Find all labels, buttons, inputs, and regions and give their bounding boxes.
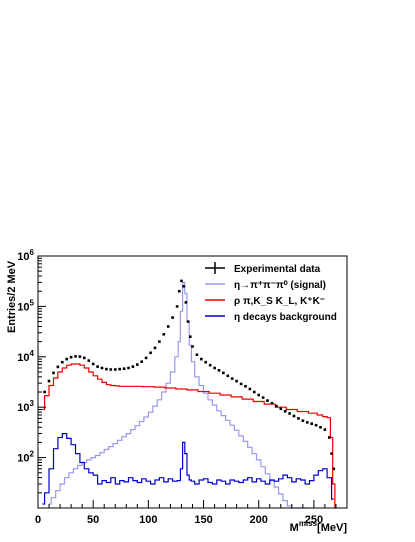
data-point — [328, 436, 331, 439]
legend: Experimental data η→π⁺π⁻π⁰ (signal) ρ π,… — [205, 262, 337, 323]
data-point — [52, 371, 55, 375]
x-tick-label: 250 — [305, 514, 323, 526]
data-point — [222, 371, 225, 375]
data-point — [65, 357, 68, 361]
series-layer — [42, 279, 336, 509]
data-point — [105, 367, 108, 371]
x-tick-label: 200 — [250, 514, 268, 526]
data-point — [96, 365, 99, 368]
data-point — [178, 289, 181, 293]
data-point — [166, 325, 170, 328]
data-point — [275, 404, 278, 408]
series-line-3 — [42, 433, 334, 505]
data-point — [69, 355, 73, 359]
x-axis-label-sup: miss — [299, 519, 318, 528]
data-point — [153, 346, 157, 350]
data-point — [253, 390, 256, 394]
axes-layer: 0 50 100 150 200 250 102 103 104 105 106 — [17, 248, 348, 526]
legend-label-signal: η→π⁺π⁻π⁰ (signal) — [234, 280, 326, 291]
data-point — [301, 419, 305, 422]
data-point — [235, 379, 238, 383]
data-point — [100, 366, 104, 370]
data-point — [118, 367, 121, 371]
data-point — [195, 353, 199, 356]
data-point — [127, 366, 130, 370]
data-point — [248, 387, 252, 391]
data-point — [158, 340, 161, 343]
data-point — [314, 423, 318, 427]
data-point — [297, 417, 300, 420]
data-point — [230, 377, 234, 380]
data-point — [270, 401, 274, 405]
data-point — [149, 351, 152, 355]
data-point — [288, 412, 291, 415]
data-point — [261, 396, 265, 399]
data-point — [204, 360, 207, 364]
y-tick-label: 106 — [17, 248, 34, 263]
data-point — [244, 385, 247, 388]
data-point — [279, 407, 283, 411]
data-point — [109, 368, 113, 371]
data-point — [43, 390, 46, 394]
data-point — [144, 356, 148, 360]
y-tick-label: 102 — [17, 450, 34, 465]
legend-label-eta-background: η decays background — [234, 312, 337, 323]
y-axis-label: Entries/2 MeV — [6, 260, 18, 333]
data-point — [56, 365, 60, 369]
data-point — [226, 374, 230, 378]
x-tick-label: 0 — [35, 514, 41, 526]
data-point — [319, 426, 322, 429]
data-point — [61, 360, 64, 364]
legend-label-data: Experimental data — [234, 264, 321, 275]
legend-label-background-continuum: ρ π,K_S K_L, K⁺K⁻ — [234, 296, 325, 307]
data-point — [136, 363, 139, 366]
data-point — [182, 285, 185, 288]
data-point — [83, 356, 86, 360]
data-point — [323, 428, 327, 431]
data-point — [87, 359, 91, 362]
data-point — [217, 369, 221, 372]
data-point — [257, 393, 260, 397]
data-point — [184, 301, 188, 304]
data-point — [191, 345, 194, 348]
x-tick-label: 100 — [139, 514, 157, 526]
data-point — [310, 422, 313, 425]
data-point — [78, 355, 82, 358]
y-tick-label: 104 — [17, 349, 34, 364]
x-tick-label: 150 — [194, 514, 212, 526]
data-point — [131, 365, 135, 368]
data-point — [122, 367, 126, 370]
data-point — [283, 410, 287, 413]
data-point — [306, 421, 309, 424]
data-point — [47, 379, 51, 383]
data-point — [171, 316, 174, 319]
data-point — [74, 355, 77, 358]
y-tick-label: 103 — [17, 399, 34, 414]
series-line-2 — [42, 363, 336, 509]
data-point — [239, 382, 243, 386]
x-axis-label-main: M — [290, 522, 299, 534]
x-tick-label: 50 — [87, 514, 99, 526]
data-point — [189, 335, 192, 338]
data-point — [114, 368, 117, 371]
data-point — [266, 399, 269, 402]
data-point — [91, 362, 95, 366]
data-point — [180, 279, 183, 283]
data-point — [175, 305, 179, 308]
data-point — [213, 366, 216, 370]
data-point — [330, 452, 333, 455]
data-point — [332, 467, 336, 471]
data-point — [208, 363, 212, 367]
y-tick-label: 105 — [17, 298, 34, 313]
data-point — [200, 357, 203, 361]
x-axis-label-unit: [MeV] — [317, 522, 347, 534]
data-point — [186, 320, 190, 323]
data-point — [292, 414, 296, 418]
data-point — [162, 333, 166, 336]
series-line-1 — [49, 281, 308, 509]
x-axis-label: Mmiss[MeV] — [290, 519, 348, 534]
data-point — [140, 360, 143, 363]
